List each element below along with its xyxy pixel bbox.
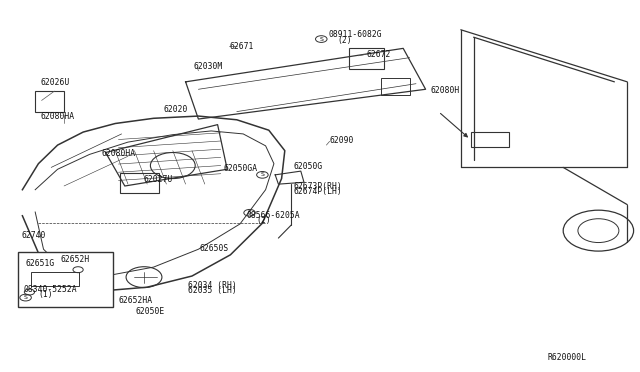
Bar	[18, 252, 113, 307]
Text: 62652H: 62652H	[61, 255, 90, 264]
Text: 62080HA: 62080HA	[40, 112, 74, 121]
Text: 62671: 62671	[229, 42, 253, 51]
Text: R620000L: R620000L	[547, 353, 586, 362]
Text: 62020: 62020	[163, 105, 188, 114]
Text: 62034 (RH): 62034 (RH)	[188, 281, 236, 290]
Text: (1): (1)	[38, 290, 53, 299]
Text: 62050GA: 62050GA	[224, 164, 258, 173]
Text: (2): (2)	[337, 36, 352, 45]
Text: 62674P(LH): 62674P(LH)	[293, 187, 342, 196]
Bar	[381, 78, 410, 95]
Text: S: S	[248, 210, 252, 215]
Text: (2): (2)	[256, 216, 271, 225]
Text: 62050E: 62050E	[136, 307, 165, 316]
Text: 62650S: 62650S	[200, 244, 229, 253]
Bar	[120, 173, 159, 193]
Text: 08911-6082G: 08911-6082G	[328, 30, 382, 39]
Text: 62030M: 62030M	[193, 62, 223, 71]
Text: S: S	[319, 36, 323, 42]
Bar	[31, 272, 79, 286]
Bar	[349, 48, 384, 69]
Text: 62672: 62672	[366, 50, 390, 59]
Text: 08566-6205A: 08566-6205A	[246, 211, 300, 219]
Text: S: S	[260, 172, 264, 177]
Text: 62652HA: 62652HA	[118, 296, 152, 305]
Text: 62651G: 62651G	[26, 259, 55, 268]
Text: 62080H: 62080H	[430, 86, 460, 95]
Text: 62035 (LH): 62035 (LH)	[188, 286, 236, 295]
Text: 62050G: 62050G	[293, 162, 323, 171]
Text: 62740: 62740	[21, 231, 45, 240]
Text: 62027U: 62027U	[144, 175, 173, 184]
Text: S: S	[24, 295, 28, 300]
Bar	[471, 132, 509, 147]
Text: 62673P(RH): 62673P(RH)	[293, 182, 342, 190]
Text: 62026U: 62026U	[40, 78, 70, 87]
Text: 62090: 62090	[330, 136, 354, 145]
Bar	[35, 91, 64, 112]
Text: 62080HA: 62080HA	[101, 149, 135, 158]
Text: 08340-5252A: 08340-5252A	[23, 285, 77, 294]
